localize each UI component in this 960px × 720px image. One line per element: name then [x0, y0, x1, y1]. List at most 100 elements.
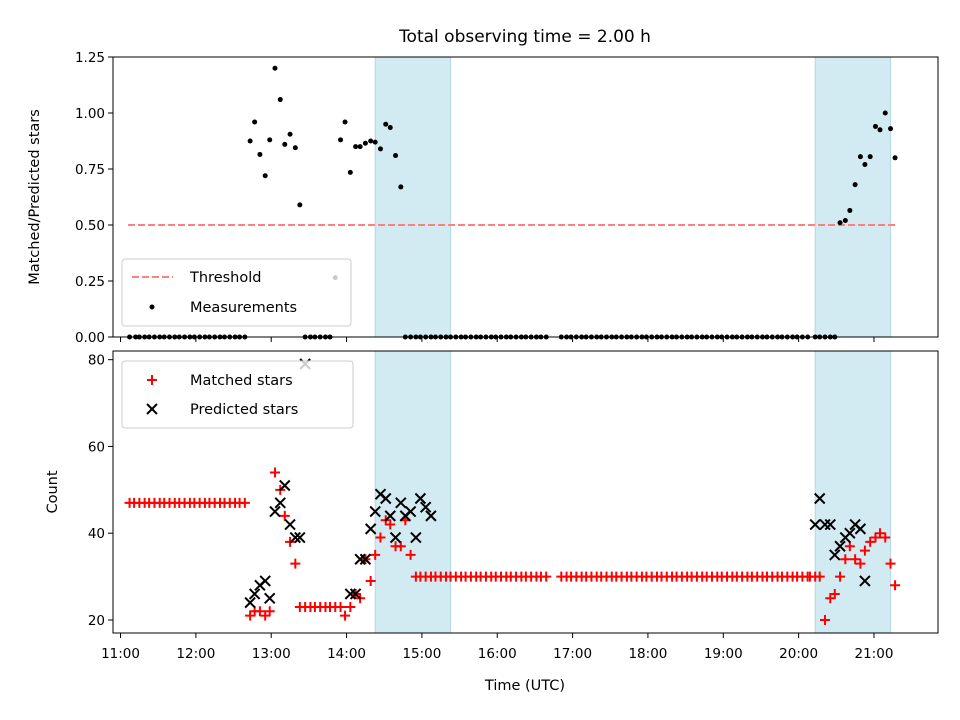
x-tick-label-2: 13:00 [252, 646, 291, 662]
count-y-axis: 20 40 60 80 [88, 353, 113, 629]
panel-ratio-frame [112, 56, 939, 338]
measurement-point-29 [272, 65, 278, 71]
predicted-stars-point-17 [369, 505, 381, 518]
predicted-stars-point-30 [814, 492, 826, 505]
measurement-point-33 [292, 145, 298, 151]
legend-ratio: Threshold Measurements [121, 258, 352, 327]
matched-stars-point-27 [260, 610, 271, 621]
predicted-stars-point-29 [809, 518, 821, 531]
matched-stars-point-140 [835, 571, 846, 582]
matched-stars-point-137 [819, 614, 830, 625]
predicted-stars-point-7 [279, 479, 291, 492]
measurement-point-45 [353, 144, 359, 150]
predicted-stars-point-32 [824, 518, 836, 531]
matched-stars-point-33 [290, 558, 301, 569]
matched-stars-point-56 [405, 549, 416, 560]
measurement-point-149 [888, 126, 894, 132]
predicted-stars-point-20 [384, 510, 396, 522]
predicted-stars-point-4 [264, 592, 276, 604]
measurement-point-26 [257, 151, 263, 157]
legend-threshold-label: Threshold [189, 270, 261, 286]
predicted-stars-point-39 [859, 575, 871, 587]
legend-count-box [121, 360, 354, 429]
x-tick-label-6: 17:00 [553, 646, 592, 662]
measurement-point-28 [267, 137, 273, 143]
x-tick-label-9: 20:00 [779, 646, 818, 662]
y-tick-label-0-0: 0.00 [75, 330, 105, 346]
y-tick-label-0-4: 1.00 [75, 106, 105, 122]
predicted-stars-point-5 [269, 505, 281, 518]
matched-stars-point-149 [880, 532, 891, 543]
y-tick-label-0-3: 0.75 [75, 162, 105, 178]
predicted-stars-point-36 [844, 527, 856, 539]
measurement-point-43 [342, 119, 348, 125]
predicted-stars-point-24 [404, 505, 417, 518]
predicted-stars-point-22 [395, 497, 407, 509]
legend-count: Matched stars Predicted stars [121, 360, 354, 429]
legend-ratio-box [121, 258, 352, 327]
legend-measurements-label: Measurements [190, 300, 297, 316]
matched-stars-point-50 [375, 532, 386, 543]
x-tick-label-5: 16:00 [478, 646, 517, 662]
y-tick-label-0-2: 0.50 [75, 218, 105, 234]
measurement-point-139 [837, 220, 843, 226]
x-axis-label: Time (UTC) [484, 678, 565, 694]
observing-span-0-0 [374, 56, 452, 338]
predicted-stars-point-19 [380, 492, 392, 505]
measurement-point-49 [372, 139, 378, 145]
measurement-point-146 [872, 123, 878, 129]
measurement-point-46 [357, 144, 363, 150]
y-tick-label-0-1: 0.25 [75, 274, 105, 290]
matched-stars-point-29 [269, 467, 280, 478]
x-tick-label-3: 14:00 [327, 646, 366, 662]
x-tick-label-4: 15:00 [402, 646, 441, 662]
matched-stars-point-24 [245, 610, 256, 621]
predicted-stars-point-10 [294, 531, 306, 544]
count-plot-marks [124, 358, 901, 625]
measurement-point-144 [862, 162, 868, 168]
measurement-point-150 [892, 155, 898, 161]
measurement-point-143 [857, 154, 863, 160]
legend-predicted-label: Predicted stars [190, 402, 298, 418]
predicted-stars-point-8 [284, 518, 296, 531]
matched-stars-point-83 [541, 571, 552, 582]
ratio-y-axis: 0.00 0.25 0.50 0.75 1.00 1.25 [75, 50, 113, 346]
predicted-stars-point-28 [425, 510, 437, 522]
observing-span-1-1 [814, 350, 892, 634]
measurement-point-147 [877, 127, 883, 133]
matched-stars-point-136 [814, 571, 825, 582]
matched-stars-point-52 [385, 519, 396, 530]
matched-stars-point-141 [840, 554, 851, 565]
x-tick-label-0: 11:00 [101, 646, 140, 662]
legend-predicted-swatch [146, 403, 158, 415]
x-tick-label-7: 18:00 [628, 646, 667, 662]
predicted-stars-point-3 [259, 575, 271, 587]
observing-spans-top [374, 56, 892, 338]
predicted-stars-point-1 [248, 588, 261, 600]
x-tick-label-10: 21:00 [855, 646, 894, 662]
matched-stars-point-28 [264, 606, 275, 617]
y-tick-label-1-1: 40 [88, 526, 105, 542]
observing-span-0-1 [814, 56, 892, 338]
matched-stars-point-44 [345, 601, 356, 612]
y-axis-label-ratio: Matched/Predicted stars [27, 109, 43, 285]
measurement-point-27 [262, 173, 268, 179]
measurement-point-34 [297, 202, 303, 208]
matched-stars-point-26 [254, 606, 265, 617]
measurement-point-51 [383, 121, 389, 127]
legend-measurements-swatch [149, 304, 155, 310]
matched-stars-point-150 [885, 558, 896, 569]
y-axis-label-count: Count [45, 470, 61, 513]
matched-stars-point-146 [865, 536, 876, 547]
y-tick-label-0-5: 1.25 [75, 50, 105, 66]
measurement-point-148 [882, 110, 888, 116]
matched-stars-point-49 [370, 549, 381, 560]
matched-stars-point-42 [335, 601, 346, 612]
predicted-stars-point-21 [389, 531, 402, 544]
matched-stars-point-148 [874, 528, 885, 539]
predicted-stars-point-34 [834, 540, 846, 552]
measurement-point-48 [368, 138, 374, 144]
matched-stars-point-138 [825, 593, 836, 604]
matched-stars-point-54 [395, 541, 406, 552]
